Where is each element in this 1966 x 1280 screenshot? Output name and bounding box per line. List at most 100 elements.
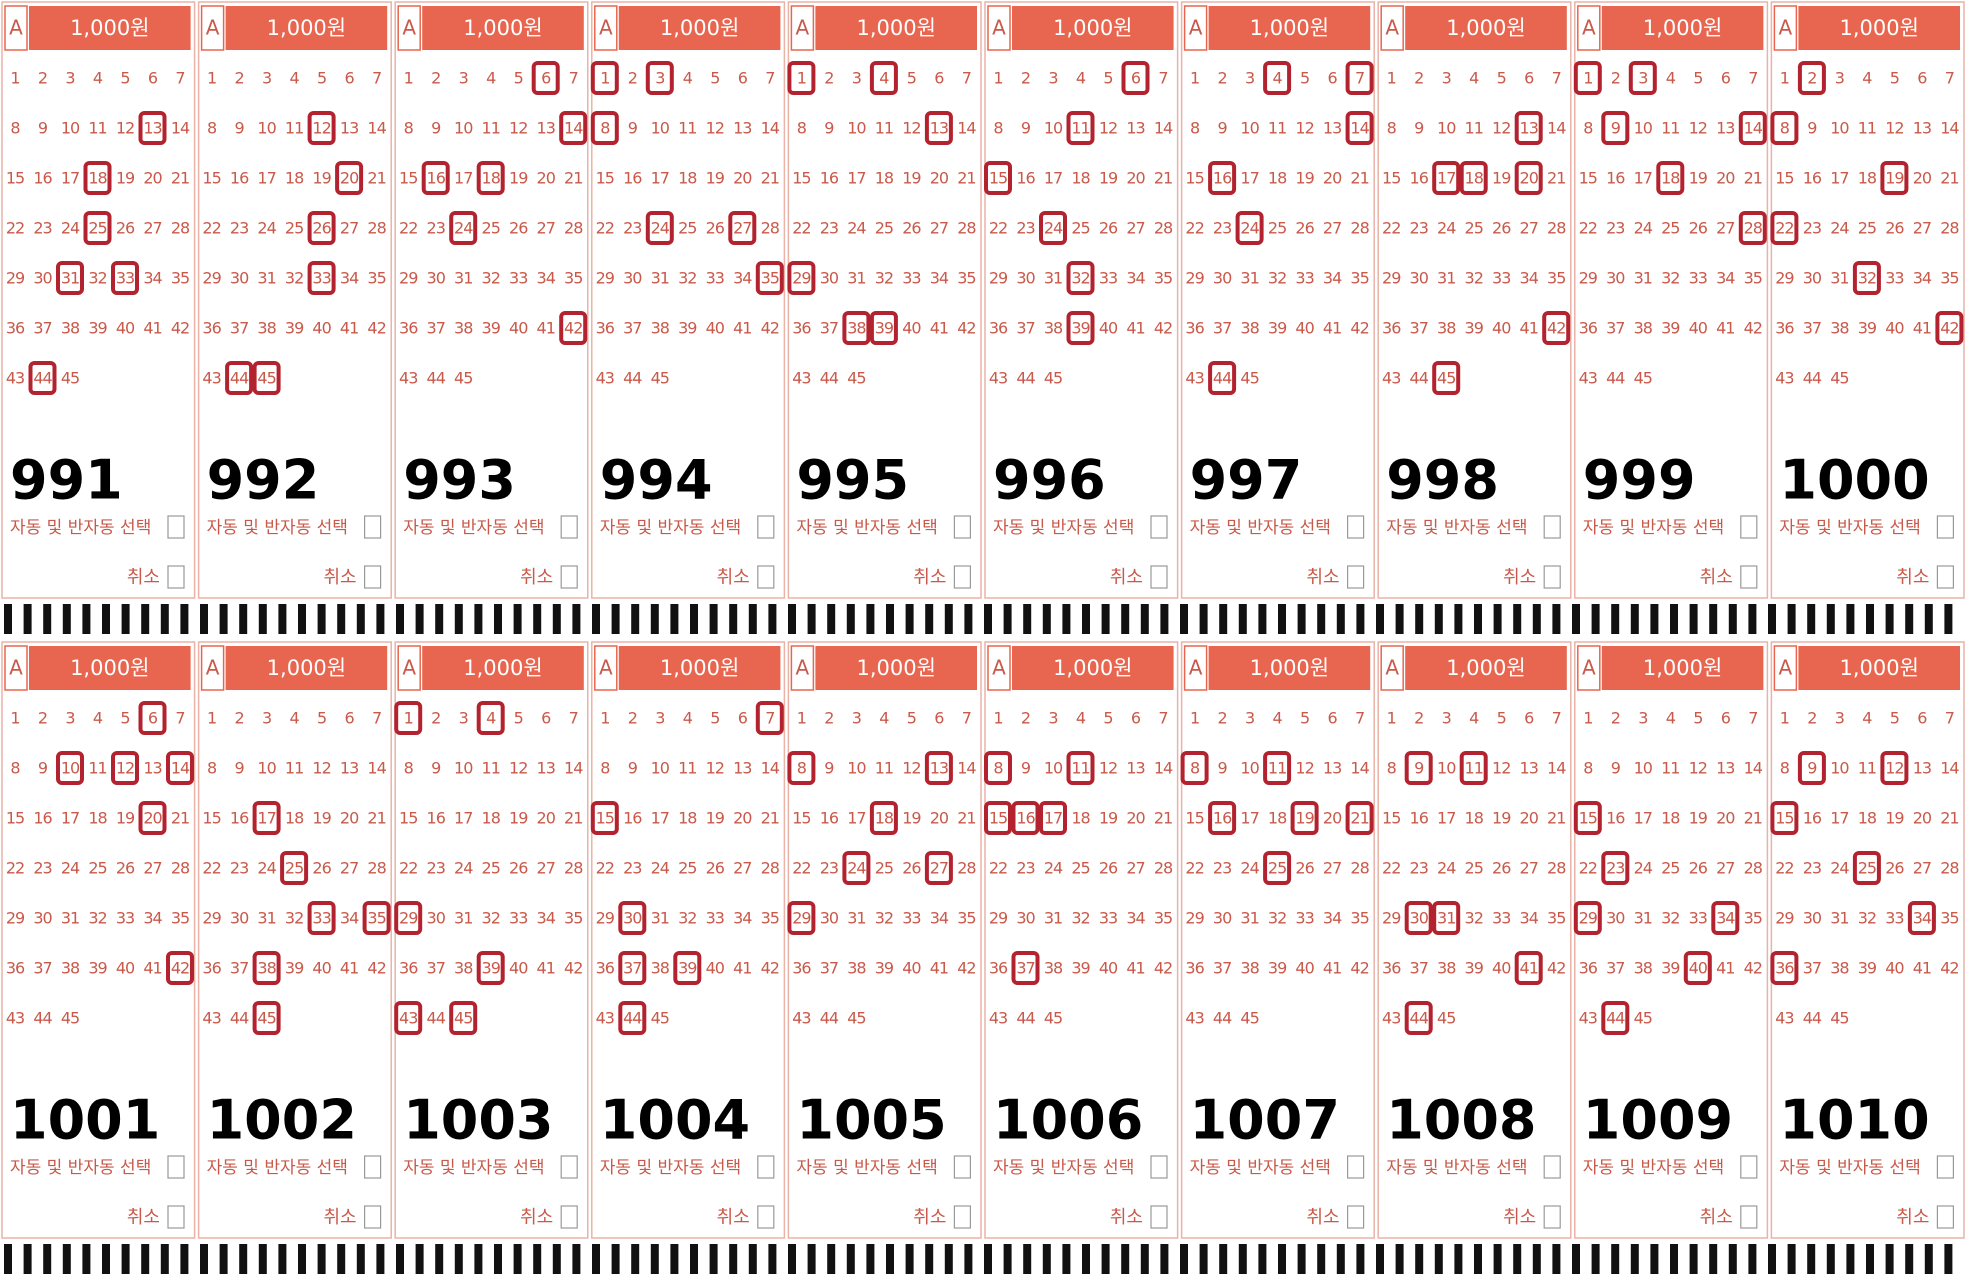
number: 32 [285,269,303,288]
number: 8 [10,759,20,778]
number: 43 [989,369,1007,388]
price-label: 1,000원 [856,656,935,680]
number: 44 [33,369,52,388]
number: 43 [596,1009,614,1028]
number: 31 [61,269,79,288]
number: 6 [148,709,158,728]
barcode-bar [415,1244,424,1274]
cancel-label: 취소 [323,1207,356,1228]
barcode-bar [788,1244,796,1274]
number: 36 [989,319,1008,338]
price-bar [1601,646,1764,690]
pick-mark [111,751,139,785]
number: 6 [1328,709,1338,728]
number: 29 [6,909,25,928]
pick-mark [1738,111,1767,145]
number: 41 [1126,959,1144,978]
number: 21 [761,169,779,188]
number: 45 [61,1009,79,1028]
number: 17 [1044,809,1062,828]
number: 40 [1885,959,1904,978]
slip [1377,641,1572,1239]
number: 6 [1328,69,1338,88]
number: 23 [1016,859,1034,878]
barcode-bar [376,604,385,634]
price-bar [422,6,584,50]
number: 15 [1579,809,1597,828]
number: 28 [171,859,190,878]
number: 11 [88,759,106,778]
number: 39 [1661,959,1680,978]
price-label: 1,000원 [1446,656,1525,680]
number: 42 [1154,319,1172,338]
barcode-bar [1532,1244,1541,1274]
number: 22 [792,219,810,238]
number: 1 [797,709,806,728]
pick-mark [755,701,784,735]
barcode-bar [200,604,208,634]
number: 9 [1611,759,1621,778]
cancel-label: 취소 [127,1207,160,1228]
number: 33 [902,269,920,288]
number: 30 [623,909,642,928]
number: 22 [202,859,220,878]
pick-mark [1263,751,1292,785]
number: 36 [1185,959,1204,978]
number: 33 [1492,269,1510,288]
number: 23 [1803,219,1821,238]
pick-mark [394,1001,423,1035]
number: 28 [564,859,583,878]
number: 1 [1583,709,1592,728]
pick-mark [1404,901,1433,935]
number: 31 [1830,269,1848,288]
pick-mark [842,311,871,345]
number: 14 [1350,759,1369,778]
number: 34 [733,909,752,928]
auto-label: 자동 및 반자동 선택 [403,518,544,538]
barcode-bar [298,1244,306,1274]
barcode-bar [1101,1244,1110,1274]
number: 11 [875,119,893,138]
number: 34 [537,909,556,928]
auto-checkbox [364,1155,382,1179]
number: 9 [824,119,834,138]
barcode-bar [984,604,992,634]
cancel-label: 취소 [127,567,160,588]
number: 14 [564,119,583,138]
number: 32 [88,909,106,928]
number: 41 [1323,959,1341,978]
round-number: 992 [207,449,320,512]
barcode-bar [709,1244,718,1274]
number: 23 [427,859,445,878]
number: 11 [1661,759,1679,778]
number: 36 [6,319,25,338]
barcode-bar [62,604,71,634]
number: 39 [482,959,501,978]
number: 36 [399,959,418,978]
number: 40 [706,319,725,338]
number: 5 [1497,709,1506,728]
number: 41 [537,959,555,978]
barcode-bar [886,1244,894,1274]
barcode-bar [102,1244,110,1274]
pick-mark [1797,61,1826,95]
number: 1 [797,69,806,88]
barcode-bar [160,604,169,634]
number: 37 [623,319,641,338]
number: 4 [1862,69,1872,88]
number: 38 [1437,959,1456,978]
number: 8 [600,759,610,778]
number: 40 [1099,319,1118,338]
number: 37 [33,959,51,978]
pick-mark [1432,901,1461,935]
barcode-bar [1042,604,1051,634]
set-box [1183,5,1208,51]
number: 27 [930,219,948,238]
number: 43 [1382,369,1400,388]
number: 41 [143,959,161,978]
pick-mark [1711,901,1740,935]
number: 41 [1913,319,1931,338]
pick-mark [1601,851,1630,885]
barcode-bar [592,604,600,634]
set-box [1577,5,1601,51]
